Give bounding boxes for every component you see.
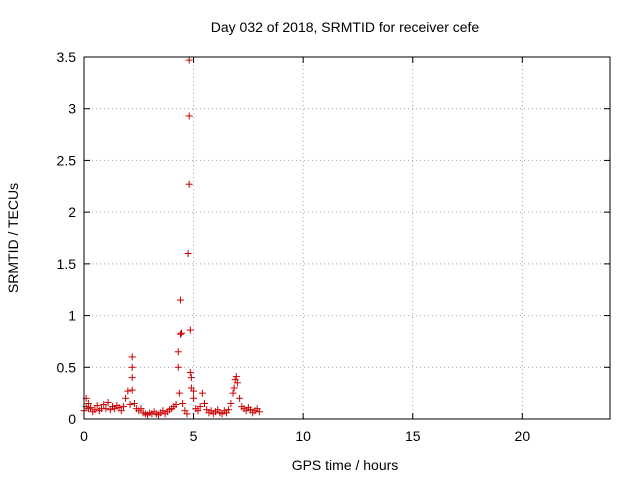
data-point <box>232 373 240 381</box>
data-point <box>93 402 101 410</box>
y-axis-label: SRMTID / TECUs <box>5 183 21 293</box>
x-tick-label: 20 <box>515 428 531 444</box>
y-tick-label: 2.5 <box>57 152 77 168</box>
data-point <box>194 407 202 415</box>
grid-lines <box>84 57 610 419</box>
data-point <box>176 296 184 304</box>
data-point <box>255 408 263 416</box>
data-point <box>128 374 136 382</box>
x-tick-label: 15 <box>405 428 421 444</box>
data-point <box>102 405 110 413</box>
data-point <box>137 405 145 413</box>
tick-labels: 0 5 10 15 20 0 0.5 1 1.5 2 2.5 3 3.5 <box>57 49 531 444</box>
data-point <box>179 399 187 407</box>
y-tick-label: 1.5 <box>57 256 77 272</box>
data-point <box>183 410 191 418</box>
data-point <box>230 384 238 392</box>
data-point <box>178 329 186 337</box>
data-point <box>126 401 134 409</box>
data-point <box>91 406 99 414</box>
y-tick-label: 3.5 <box>57 49 77 65</box>
plot-frame <box>83 56 611 420</box>
data-point <box>184 250 192 258</box>
data-point <box>130 399 138 407</box>
data-point <box>176 330 184 338</box>
data-point <box>187 374 195 382</box>
data-point <box>117 407 125 415</box>
x-axis-label: GPS time / hours <box>292 457 399 473</box>
data-point <box>124 387 132 395</box>
y-tick-label: 0 <box>68 411 76 427</box>
data-point <box>201 399 209 407</box>
data-point <box>175 389 183 397</box>
y-tick-label: 1 <box>68 308 76 324</box>
data-point <box>185 56 193 64</box>
axis-ticks <box>83 56 610 420</box>
data-point <box>229 389 237 397</box>
data-point <box>225 406 233 414</box>
data-point <box>233 379 241 387</box>
data-point <box>87 404 95 412</box>
data-point <box>119 403 127 411</box>
data-point <box>172 401 180 409</box>
data-point <box>186 326 194 334</box>
data-point <box>190 387 198 395</box>
data-point <box>174 363 182 371</box>
y-tick-label: 2 <box>68 204 76 220</box>
x-tick-label: 0 <box>80 428 88 444</box>
data-point <box>128 353 136 361</box>
y-tick-label: 3 <box>68 101 76 117</box>
data-point <box>122 394 130 402</box>
data-point <box>128 363 136 371</box>
data-point <box>236 394 244 402</box>
y-tick-label: 0.5 <box>57 359 77 375</box>
data-point <box>174 348 182 356</box>
data-point <box>227 399 235 407</box>
data-point <box>196 403 204 411</box>
data-point <box>186 368 194 376</box>
data-point <box>185 112 193 120</box>
data-point <box>128 386 136 394</box>
data-point <box>100 401 108 409</box>
data-point <box>104 398 112 406</box>
data-point <box>84 399 92 407</box>
data-point <box>190 394 198 402</box>
chart-title: Day 032 of 2018, SRMTID for receiver cef… <box>211 19 480 35</box>
x-tick-label: 10 <box>295 428 311 444</box>
data-point <box>185 180 193 188</box>
x-tick-label: 5 <box>190 428 198 444</box>
data-point <box>198 389 206 397</box>
data-points <box>80 56 263 419</box>
